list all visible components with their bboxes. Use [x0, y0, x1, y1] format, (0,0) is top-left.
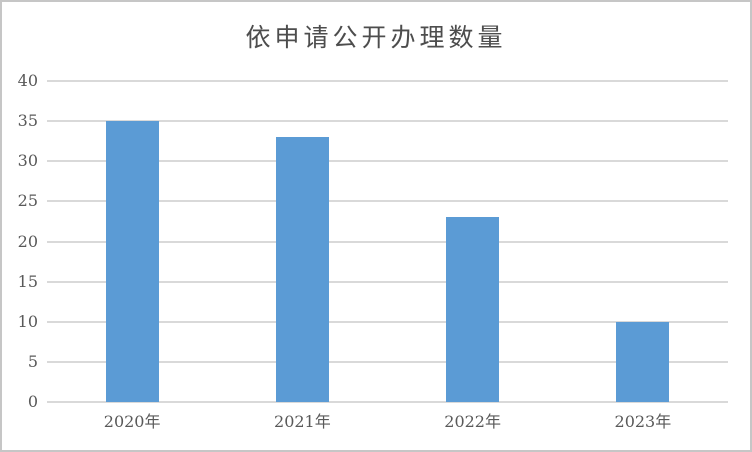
- x-tick-label-2022年: 2022年: [444, 412, 501, 431]
- gridline-y-30: [47, 160, 728, 163]
- y-tick-label-25: 25: [17, 191, 38, 211]
- gridline-y-5: [47, 360, 728, 363]
- chart-title: 依申请公开办理数量: [245, 23, 507, 52]
- bar-2023年: [616, 321, 670, 402]
- gridline-y-10: [47, 320, 728, 323]
- x-tick-label-2020年: 2020年: [103, 412, 161, 431]
- y-tick-label-10: 10: [17, 311, 38, 331]
- y-tick-label-20: 20: [17, 231, 38, 251]
- y-tick-label-5: 5: [27, 351, 38, 371]
- y-tick-label-30: 30: [17, 151, 38, 171]
- y-tick-label-0: 0: [27, 392, 38, 411]
- gridline-y-35: [47, 120, 728, 123]
- gridline-y-40: [47, 80, 728, 82]
- bar-2021年: [275, 137, 329, 402]
- y-tick-label-35: 35: [17, 111, 38, 131]
- x-tick-label-2023年: 2023年: [614, 412, 672, 431]
- gridline-y-15: [47, 280, 728, 283]
- gridline-y-25: [47, 200, 728, 203]
- gridline-y-20: [47, 240, 728, 243]
- bar-2022年: [446, 217, 500, 402]
- y-tick-label-15: 15: [17, 271, 38, 291]
- gridline-y-0: [47, 401, 728, 403]
- bar-2020年: [105, 121, 159, 402]
- x-tick-label-2021年: 2021年: [274, 412, 331, 431]
- y-tick-label-40: 40: [17, 71, 38, 90]
- plot-area: [47, 80, 728, 403]
